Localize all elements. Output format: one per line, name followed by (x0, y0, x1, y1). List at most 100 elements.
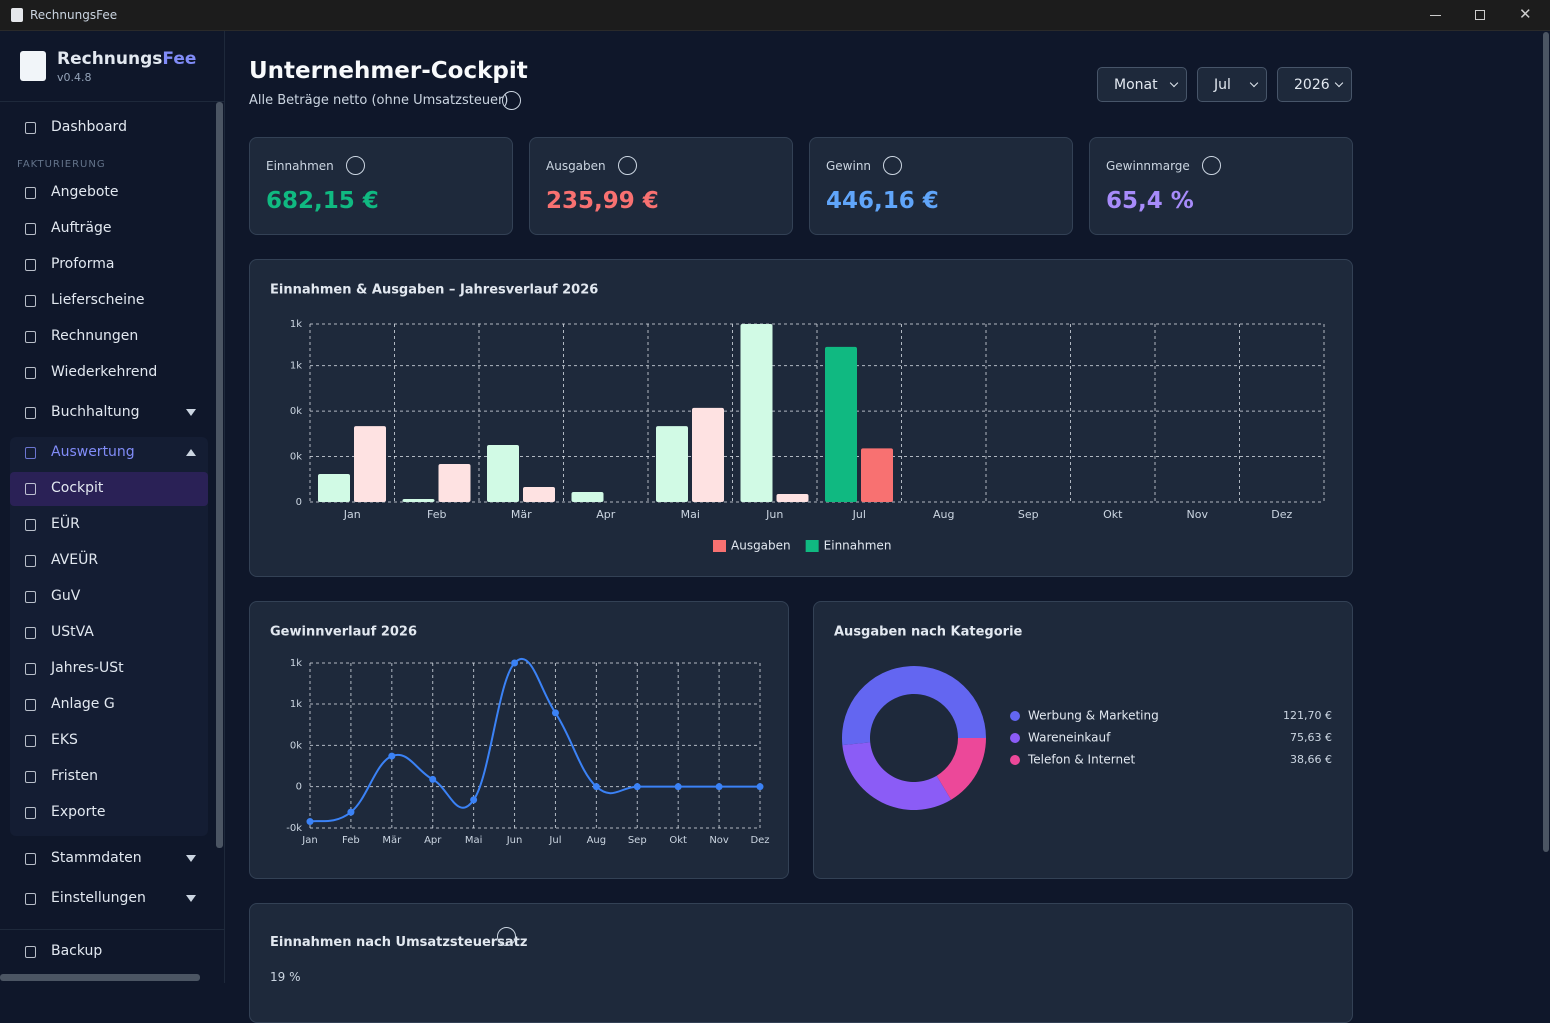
kpi-value: 446,16 € (826, 188, 939, 214)
nav-icon (25, 893, 36, 905)
select-value: Jul (1214, 77, 1231, 93)
bar (776, 494, 809, 502)
caret (186, 855, 196, 862)
x-tick-label: Aug (933, 508, 954, 521)
x-tick-label: Feb (342, 835, 360, 846)
brand: RechnungsFee (57, 49, 196, 69)
nav-label: GuV (51, 588, 81, 604)
nav-item[interactable]: Backup (0, 938, 210, 966)
point (511, 659, 519, 667)
nav-item[interactable]: EKS (0, 727, 210, 755)
h-scrollbar[interactable] (0, 974, 200, 981)
nav-item[interactable]: UStVA (0, 619, 210, 647)
info-icon[interactable] (346, 156, 365, 175)
chevron (1169, 78, 1179, 88)
vat-rate: 19 % (270, 970, 301, 984)
nav-item[interactable]: Jahres-USt (0, 655, 210, 683)
nav-item[interactable]: Proforma (0, 251, 210, 279)
select[interactable]: 2026 (1277, 67, 1352, 102)
x-tick-label: Jun (506, 835, 523, 846)
nav-item[interactable]: Auswertung (0, 439, 210, 467)
select[interactable]: Jul (1197, 67, 1267, 102)
nav-icon (25, 407, 36, 419)
legend-dot (1010, 733, 1020, 743)
select-value: 2026 (1294, 77, 1330, 93)
point (347, 808, 355, 816)
legend-swatch (805, 540, 819, 552)
minimize[interactable] (1430, 15, 1441, 16)
select[interactable]: Monat (1097, 67, 1187, 102)
nav-item[interactable]: Fristen (0, 763, 210, 791)
nav-item[interactable]: EÜR (0, 511, 210, 539)
nav-icon (25, 555, 36, 567)
kpi-value: 235,99 € (546, 188, 659, 214)
kpi-label: Einnahmen (266, 159, 334, 173)
nav-label: Angebote (51, 184, 119, 200)
nav-item[interactable]: Cockpit (0, 475, 210, 503)
nav-item[interactable]: Rechnungen (0, 323, 210, 351)
scrollbar[interactable] (1543, 32, 1549, 852)
x-tick-label: Jan (343, 508, 361, 521)
nav-icon (25, 259, 36, 271)
caret (186, 409, 196, 416)
nav-item[interactable]: Aufträge (0, 215, 210, 243)
legend-label: Wareneinkauf (1028, 731, 1111, 745)
info-icon[interactable] (618, 156, 637, 175)
nav-item[interactable]: Anlage G (0, 691, 210, 719)
page-subtitle: Alle Beträge netto (ohne Umsatzsteuer) (249, 93, 509, 108)
y-tick-label: 1k (290, 319, 302, 330)
nav-icon (25, 663, 36, 675)
scrollbar[interactable] (216, 102, 223, 848)
nav-item[interactable]: AVEÜR (0, 547, 210, 575)
caret (186, 449, 196, 456)
x-tick-label: Feb (427, 508, 446, 521)
bar (656, 426, 688, 502)
x-tick-label: Dez (750, 835, 769, 846)
point (674, 783, 682, 791)
nav-icon (25, 331, 36, 343)
info-icon[interactable] (502, 91, 521, 110)
point (470, 796, 478, 804)
point (633, 783, 641, 791)
legend-label: Werbung & Marketing (1028, 709, 1159, 723)
divider (0, 929, 225, 930)
nav-active-bg (10, 472, 208, 506)
x-tick-label: Jan (301, 835, 317, 846)
sidebar: RechnungsFee v0.4.8 FAKTURIERUNG Dashboa… (0, 31, 225, 983)
bar (318, 474, 350, 502)
brand-main: Rechnungs (57, 49, 163, 69)
nav-icon (25, 367, 36, 379)
nav-item[interactable]: Stammdaten (0, 845, 210, 873)
bar (571, 491, 604, 502)
chevron (1249, 78, 1259, 88)
nav-item[interactable]: Wiederkehrend (0, 359, 210, 387)
nav-item[interactable]: Lieferscheine (0, 287, 210, 315)
legend-dot (1010, 711, 1020, 721)
bar (692, 407, 724, 502)
vat-title: Einnahmen nach Umsatzsteuersatz (270, 935, 528, 950)
x-tick-label: Mär (511, 508, 532, 521)
nav-item[interactable]: Buchhaltung (0, 399, 210, 427)
info-icon[interactable] (883, 156, 902, 175)
section-label: FAKTURIERUNG (17, 159, 106, 170)
nav-item[interactable]: Dashboard (0, 114, 210, 142)
legend-value: 38,66 € (1290, 753, 1332, 766)
nav-item[interactable]: GuV (0, 583, 210, 611)
nav-item[interactable]: Exporte (0, 799, 210, 827)
x-tick-label: Mai (465, 835, 483, 846)
nav-item[interactable]: Einstellungen (0, 885, 210, 913)
info-icon[interactable] (497, 927, 516, 946)
nav-icon (25, 591, 36, 603)
info-icon[interactable] (1202, 156, 1221, 175)
pie-slice (842, 742, 952, 811)
close[interactable]: ✕ (1519, 5, 1532, 23)
kpi-value: 65,4 % (1106, 188, 1194, 214)
kpi-label: Gewinnmarge (1106, 159, 1190, 173)
nav-label: Backup (51, 943, 103, 959)
select-value: Monat (1114, 77, 1158, 93)
charts: Einnahmen & Ausgaben – Jahresverlauf 202… (270, 283, 1332, 847)
nav-item[interactable]: Angebote (0, 179, 210, 207)
maximize[interactable] (1475, 10, 1485, 20)
chevron (1334, 78, 1344, 88)
